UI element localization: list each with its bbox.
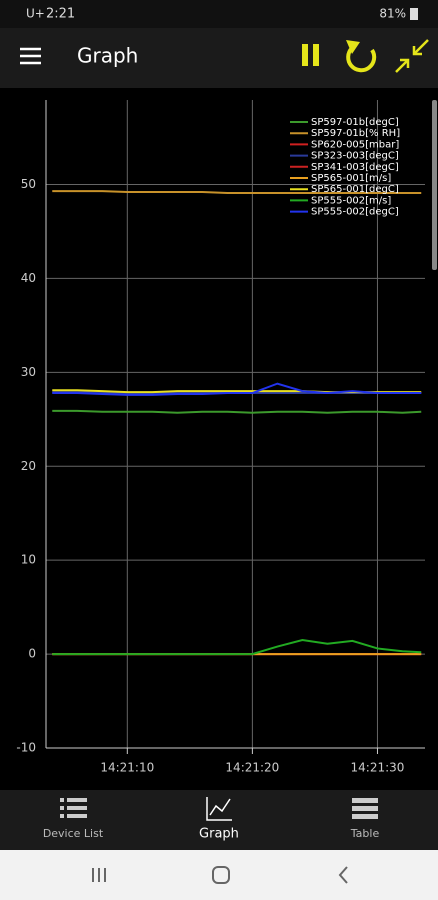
- nav-graph[interactable]: Graph: [199, 827, 239, 842]
- refresh-button[interactable]: [346, 40, 377, 73]
- legend-label: SP597-01b[degC]: [311, 117, 399, 128]
- legend-label: SP341-003[degC]: [311, 162, 399, 173]
- battery: 81%: [379, 7, 406, 21]
- legend-label: SP323-003[degC]: [311, 151, 399, 162]
- nav-device-list[interactable]: Device List: [43, 827, 104, 840]
- app-bar: [0, 28, 438, 88]
- series-line: [52, 382, 422, 396]
- x-tick-label: 14:21:20: [225, 761, 279, 775]
- series-line: [52, 409, 422, 414]
- y-tick-label: 10: [21, 553, 36, 567]
- system-nav: [0, 850, 438, 900]
- legend-label: SP597-01b[% RH]: [311, 128, 400, 139]
- y-tick-label: 40: [21, 271, 36, 285]
- app-title: Graph: [77, 44, 138, 68]
- scrollbar: [432, 100, 437, 270]
- pause-button[interactable]: [302, 44, 319, 66]
- menu-button[interactable]: [20, 47, 41, 65]
- legend-label: SP620-005[mbar]: [311, 139, 399, 150]
- y-tick-label: 50: [21, 177, 36, 191]
- nav-table[interactable]: Table: [350, 827, 380, 840]
- series-line: [52, 190, 422, 194]
- clock: 2:21: [46, 7, 75, 22]
- legend-label: SP565-001[m/s]: [311, 173, 391, 184]
- system-buttons: [92, 866, 348, 884]
- carrier: U+: [26, 7, 45, 21]
- x-tick-label: 14:21:30: [351, 761, 405, 775]
- graph-icon: [206, 797, 232, 821]
- battery-icon: [410, 8, 418, 20]
- legend-label: SP555-002[degC]: [311, 207, 399, 218]
- y-tick-label: 30: [21, 365, 36, 379]
- status-bar: [0, 0, 438, 28]
- device-list-icon: [60, 798, 87, 818]
- legend-label: SP555-002[m/s]: [311, 195, 391, 206]
- y-tick-label: 0: [28, 647, 36, 661]
- y-tick-label: 20: [21, 459, 36, 473]
- legend-label: SP565-001[degC]: [311, 184, 399, 195]
- x-tick-label: 14:21:10: [100, 761, 154, 775]
- y-tick-label: -10: [16, 741, 36, 755]
- series-line: [52, 638, 422, 656]
- table-icon: [352, 798, 378, 819]
- collapse-button[interactable]: [395, 39, 429, 73]
- chart: -10 0 10 20 30 40 50 14:21:10 14:21:20 14:21:30 SP…: [16, 100, 425, 775]
